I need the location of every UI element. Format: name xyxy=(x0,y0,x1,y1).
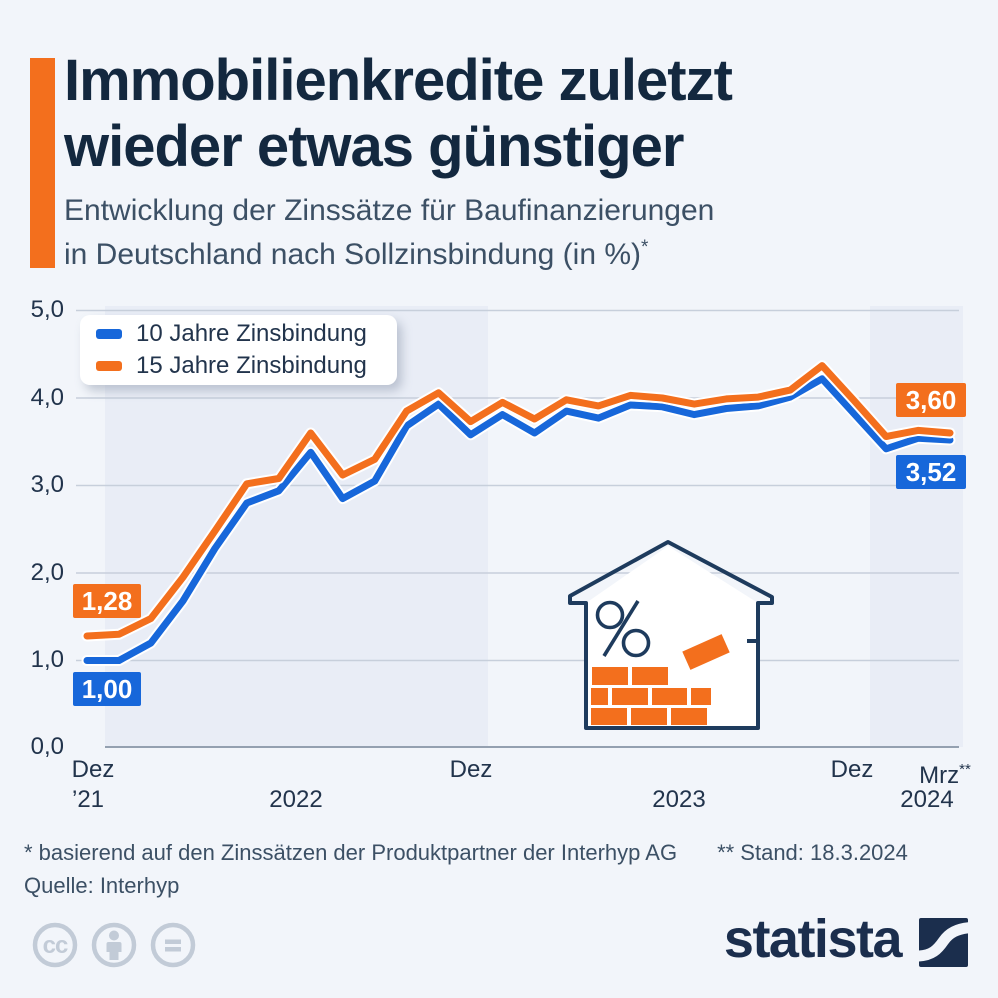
y-tick-5: 5,0 xyxy=(30,296,64,323)
cc-letters: cc xyxy=(43,932,68,959)
footnote-marker: * xyxy=(641,237,649,258)
y-tick-4: 4,0 xyxy=(30,384,64,411)
bricks-icon xyxy=(591,634,730,725)
x-label-year-21: ’21 xyxy=(71,786,105,813)
legend-swatch-orange-icon xyxy=(96,361,122,371)
cc-nd-icon xyxy=(150,922,196,968)
page-title: Immobilienkredite zuletzt wieder etwas gü… xyxy=(64,48,733,180)
chart-legend: 10 Jahre Zinsbindung 15 Jahre Zinsbindun… xyxy=(80,315,397,385)
y-tick-2: 2,0 xyxy=(30,559,64,586)
person-icon xyxy=(106,930,122,960)
y-tick-3: 3,0 xyxy=(30,471,64,498)
x-label-2023: 2023 xyxy=(652,786,706,813)
x-label-dez-21: Dez xyxy=(71,756,115,783)
title-line-1: Immobilienkredite zuletzt xyxy=(64,48,733,113)
legend-label: 15 Jahre Zinsbindung xyxy=(136,352,367,379)
equals-icon xyxy=(165,939,181,952)
statista-wordmark: statista xyxy=(723,909,903,969)
x-label-dez-23: Dez xyxy=(830,756,874,783)
statista-logo-icon xyxy=(919,918,968,967)
subtitle-line-2: in Deutschland nach Sollzinsbindung (in … xyxy=(64,238,642,271)
value-label-end-orange: 3,60 xyxy=(896,383,966,417)
cc-by-icon xyxy=(91,922,137,968)
value-label-start-blue: 1,00 xyxy=(73,672,141,706)
house-body xyxy=(586,546,758,728)
y-tick-1: 1,0 xyxy=(30,646,64,673)
statista-logo: statista xyxy=(724,910,968,968)
series-15-jahre-zinsbindung xyxy=(81,360,956,642)
x-label-mrz-marker: ** xyxy=(959,761,971,778)
gridlines xyxy=(76,309,959,662)
x-label-2022: 2022 xyxy=(269,786,323,813)
house-icon xyxy=(568,540,774,730)
y-tick-0: 0,0 xyxy=(30,733,64,760)
x-label-mrz-24: Mrz** xyxy=(919,757,971,789)
source-line: Quelle: Interhyp xyxy=(24,873,180,898)
accent-bar xyxy=(30,58,55,268)
x-label-dez-22: Dez xyxy=(449,756,493,783)
subtitle: Entwicklung der Zinssätze für Baufinanzi… xyxy=(64,192,714,273)
footnote-1: * basierend auf den Zinssätzen der Produ… xyxy=(24,840,678,865)
footnote-2: ** Stand: 18.3.2024 xyxy=(717,840,908,865)
band-2024 xyxy=(870,306,963,747)
loose-brick-icon xyxy=(682,634,730,670)
series-10-jahre-zinsbindung xyxy=(81,373,956,666)
x-label-2024: 2024 xyxy=(900,786,954,813)
legend-item-15-jahre: 15 Jahre Zinsbindung xyxy=(96,352,397,380)
cc-license-icons: cc xyxy=(32,922,196,968)
footnote: * basierend auf den Zinssätzen der Produ… xyxy=(24,840,908,866)
house-outline xyxy=(568,540,774,730)
legend-swatch-blue-icon xyxy=(96,329,122,339)
value-label-end-blue: 3,52 xyxy=(896,455,966,489)
title-line-2: wieder etwas günstiger xyxy=(64,114,684,179)
cc-icon xyxy=(32,922,78,968)
legend-label: 10 Jahre Zinsbindung xyxy=(136,320,367,347)
subtitle-line-1: Entwicklung der Zinssätze für Baufinanzi… xyxy=(64,194,715,227)
percent-icon xyxy=(595,600,651,658)
legend-item-10-jahre: 10 Jahre Zinsbindung xyxy=(96,320,397,348)
value-label-start-orange: 1,28 xyxy=(73,584,141,618)
x-label-mrz-text: Mrz xyxy=(919,762,960,789)
